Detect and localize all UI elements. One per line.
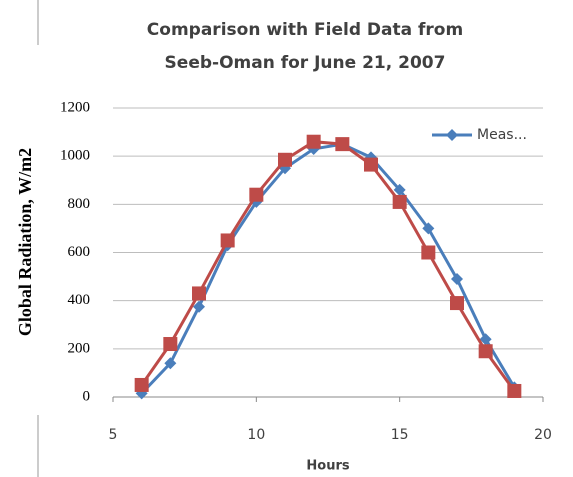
chart-title: Seeb-Oman for June 21, 2007 [165, 53, 446, 73]
marker [479, 333, 492, 346]
marker [478, 344, 493, 359]
marker [193, 300, 205, 313]
series-line [140, 142, 516, 395]
series-line [140, 140, 516, 392]
marker [451, 272, 463, 285]
y-axis-label: Global Radiation, W/m2 [15, 148, 35, 336]
chart-title: Comparison with Field Data from [147, 20, 463, 40]
marker [364, 157, 378, 172]
y-tick-label: 800 [68, 196, 91, 212]
y-tick-label: 1200 [60, 99, 90, 115]
x-tick-label: 10 [247, 427, 265, 443]
marker [392, 194, 407, 209]
marker [450, 296, 464, 311]
marker [421, 245, 436, 260]
marker [393, 183, 406, 196]
marker [220, 233, 235, 248]
marker [163, 337, 178, 352]
x-tick-label: 5 [109, 427, 118, 443]
y-tick-label: 400 [68, 292, 91, 308]
marker [192, 286, 206, 301]
marker [134, 377, 149, 392]
y-tick-label: 1000 [60, 148, 90, 164]
legend-marker [446, 129, 458, 141]
marker [249, 187, 264, 202]
legend-label: Meas... [477, 127, 527, 143]
marker [278, 152, 292, 167]
y-tick-label: 200 [68, 340, 91, 356]
x-tick-label: 15 [391, 427, 409, 443]
marker [164, 357, 177, 370]
x-tick-label: 20 [534, 427, 552, 443]
x-axis-label: Hours [306, 459, 349, 474]
marker [422, 222, 435, 235]
marker [335, 137, 350, 152]
marker [507, 383, 522, 398]
y-tick-label: 600 [68, 244, 91, 260]
marker [306, 134, 321, 149]
y-tick-label: 0 [83, 388, 91, 404]
